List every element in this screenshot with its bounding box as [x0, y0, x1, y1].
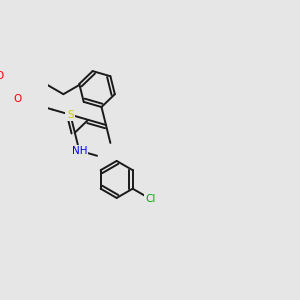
- Text: Cl: Cl: [145, 194, 155, 204]
- Text: NH: NH: [71, 146, 87, 156]
- Text: O: O: [66, 110, 74, 120]
- Text: S: S: [67, 110, 74, 120]
- Text: O: O: [13, 94, 21, 104]
- Text: O: O: [0, 71, 3, 81]
